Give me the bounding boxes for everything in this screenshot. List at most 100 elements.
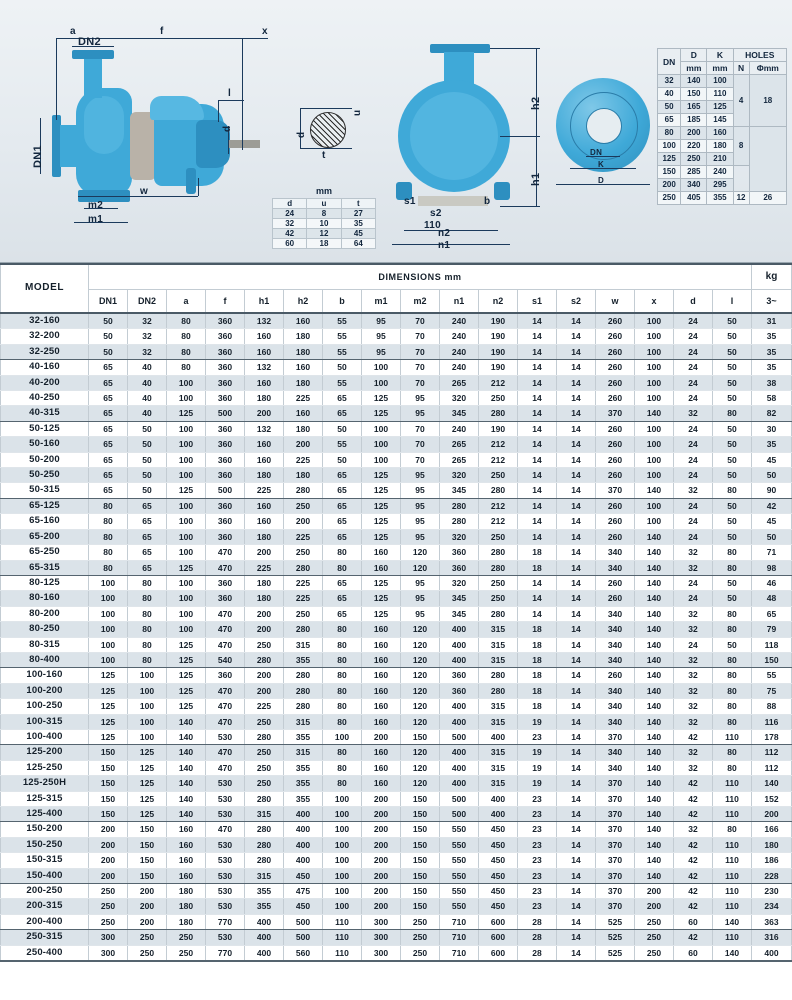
cell-h1: 160: [244, 452, 284, 469]
bracket-rib: [150, 96, 204, 120]
cell-m2: 250: [400, 914, 440, 931]
mm-table-cell: 60: [271, 238, 308, 249]
cell-f: 470: [205, 637, 245, 653]
cell-a: 180: [166, 914, 206, 931]
dim-a-tick-left: [56, 38, 57, 120]
cell-f: 530: [205, 868, 245, 885]
cell-l: 110: [712, 868, 752, 885]
cell-b: 50: [322, 452, 362, 469]
dim-label-dn: DN: [590, 148, 603, 157]
cell-h2: 280: [283, 667, 323, 684]
cell-s2: 14: [556, 914, 596, 931]
mm-col-t: t: [340, 198, 377, 209]
cell-x: 140: [634, 729, 674, 746]
cell-x: 140: [634, 760, 674, 777]
cell-d: 24: [673, 328, 713, 345]
cell-w: 370: [595, 898, 635, 915]
cell-x: 100: [634, 328, 674, 345]
dn-table-cell-k: 180: [706, 139, 734, 153]
dn-sub-k-mm: mm: [706, 61, 734, 75]
keyway-label-d: d: [296, 131, 307, 138]
cell-f: 530: [205, 852, 245, 869]
keyway-label-t: t: [322, 150, 326, 161]
table-row: 50-315 65 50 125 500 225 280 65 125 95 345 280 14 14 3…: [0, 482, 792, 499]
cell-f: 530: [205, 806, 245, 823]
cell-w: 340: [595, 560, 635, 576]
cell-model: 40-160: [0, 359, 89, 376]
mm-table-cell: 12: [306, 228, 342, 239]
cell-s1: 14: [517, 390, 557, 407]
cell-n1: 345: [439, 405, 479, 422]
cell-s2: 14: [556, 929, 596, 946]
cell-f: 360: [205, 375, 245, 392]
cell-h2: 355: [283, 791, 323, 808]
dim-h1-tick-mid: [500, 136, 540, 137]
cell-m2: 95: [400, 405, 440, 422]
cell-h2: 560: [283, 945, 323, 963]
cell-l: 50: [712, 498, 752, 515]
mm-table-cell: 10: [306, 218, 342, 229]
cell-m1: 160: [361, 621, 401, 638]
table-row: 80-315 100 80 125 470 250 315 80 160 120 400 315 18 1…: [0, 637, 792, 653]
cell-l: 110: [712, 837, 752, 854]
cell-kg: 46: [751, 575, 792, 592]
cell-l: 80: [712, 744, 752, 761]
cell-h2: 225: [283, 529, 323, 546]
cell-a: 125: [166, 698, 206, 715]
cell-dn1: 65: [88, 421, 128, 438]
cell-h1: 400: [244, 929, 284, 946]
cell-h1: 355: [244, 883, 284, 900]
cell-b: 80: [322, 760, 362, 777]
table-row: 65-250 80 65 100 470 200 250 80 160 120 360 280 18 14…: [0, 544, 792, 561]
dn-table-cell-k: 125: [706, 100, 734, 114]
flange-bolt-circle: [570, 92, 638, 160]
table-row: 200-315 250 200 180 530 355 450 100 200 150 550 450…: [0, 898, 792, 915]
cell-x: 100: [634, 313, 674, 330]
mm-table-header-row: d u t: [271, 198, 377, 209]
cell-n1: 360: [439, 544, 479, 561]
keyway-mm-table: d u t 24 8 27 32 10 35 42 12 45 60 18 64: [271, 198, 377, 249]
cell-m1: 95: [361, 344, 401, 361]
cell-d: 42: [673, 883, 713, 900]
cell-model: 50-250: [0, 467, 89, 484]
dn-table-row: 32 140 100 4 18: [656, 74, 788, 127]
table-row: 50-250 65 50 100 360 180 180 65 125 95 320 250 14 14 2…: [0, 467, 792, 484]
dim-dn-line: [586, 156, 620, 157]
dim-label-m2: m2: [88, 200, 104, 211]
cell-l: 140: [712, 945, 752, 963]
dn-table-cell-k: 100: [706, 74, 734, 88]
cell-w: 525: [595, 929, 635, 946]
cell-s1: 14: [517, 498, 557, 515]
table-row: 125-315 150 125 140 530 280 355 100 200 150 500 400…: [0, 791, 792, 808]
cell-l: 80: [712, 405, 752, 422]
cell-kg: 75: [751, 683, 792, 700]
dn-table-cell-dn: 200: [656, 178, 682, 192]
cell-m1: 200: [361, 868, 401, 885]
cell-n1: 550: [439, 837, 479, 854]
cell-dn2: 32: [127, 344, 167, 361]
cell-h1: 200: [244, 544, 284, 561]
cell-l: 50: [712, 328, 752, 345]
dim-label-d: d: [222, 125, 233, 132]
cell-l: 50: [712, 375, 752, 392]
dimensions-table: MODEL DIMENSIONS mm kg DN1 DN2 a f h1 h2 b m1 m2…: [0, 263, 792, 963]
technical-drawing-band: a f x DN2 DN1 l d w: [0, 0, 792, 263]
cell-dn2: 100: [127, 698, 167, 715]
cell-b: 80: [322, 698, 362, 715]
cell-a: 100: [166, 421, 206, 438]
cell-b: 80: [322, 714, 362, 730]
cell-w: 370: [595, 482, 635, 499]
cell-dn2: 65: [127, 498, 167, 515]
cell-s1: 14: [517, 328, 557, 345]
cell-n2: 250: [478, 590, 518, 607]
cell-h2: 200: [283, 513, 323, 530]
table-row: 100-400 125 100 140 530 280 355 100 200 150 500 400…: [0, 729, 792, 746]
dim-d-outer-line: [556, 184, 650, 185]
cell-h1: 315: [244, 868, 284, 885]
cell-n1: 240: [439, 359, 479, 376]
cell-d: 24: [673, 513, 713, 530]
cell-s1: 23: [517, 852, 557, 869]
cell-s1: 18: [517, 560, 557, 576]
dn-table-cell-holes-n: 4: [732, 74, 750, 127]
cell-n1: 320: [439, 529, 479, 546]
